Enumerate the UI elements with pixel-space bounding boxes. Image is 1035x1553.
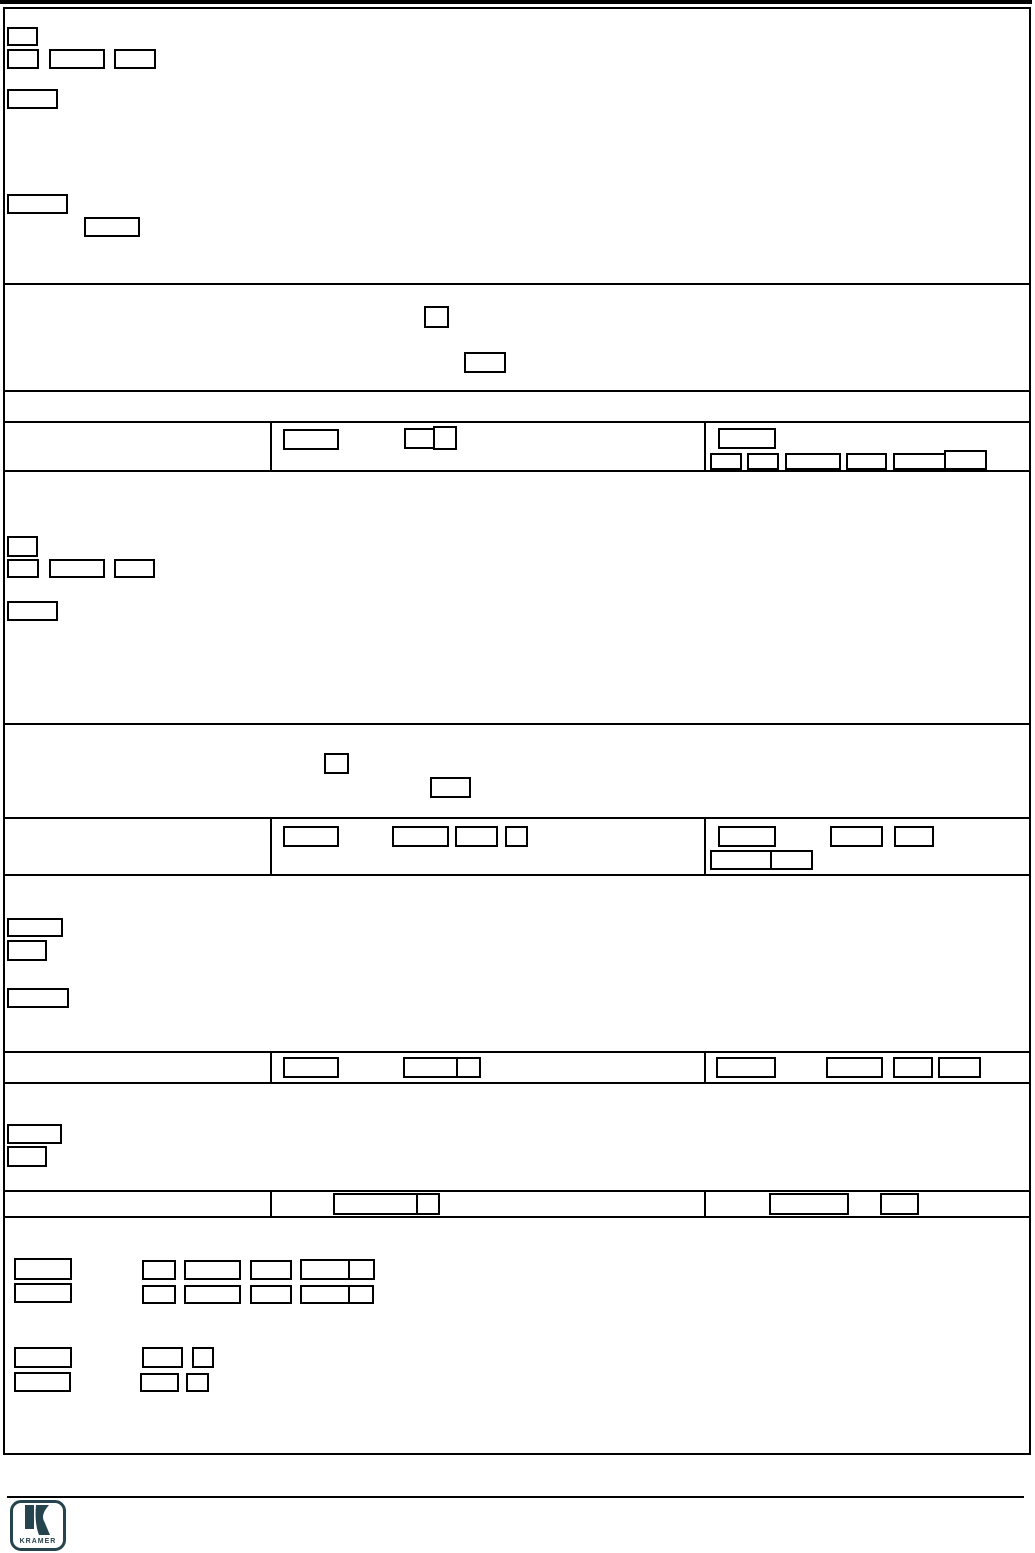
field-box <box>7 1146 47 1167</box>
section-divider <box>3 1082 1031 1084</box>
field-box <box>893 1057 933 1078</box>
field-box <box>7 940 47 961</box>
field-box <box>7 27 38 46</box>
field-box <box>184 1285 241 1304</box>
field-box <box>142 1260 176 1280</box>
field-box <box>770 850 813 870</box>
section-divider <box>3 390 1031 392</box>
field-box <box>49 49 105 69</box>
field-box <box>505 826 528 847</box>
field-box <box>7 194 68 214</box>
field-box <box>7 601 58 621</box>
field-box <box>747 453 779 470</box>
column-divider <box>704 1051 706 1082</box>
field-box <box>49 559 105 578</box>
field-box <box>114 49 156 69</box>
field-box <box>938 1057 981 1078</box>
field-box <box>333 1193 418 1215</box>
field-box <box>404 428 435 449</box>
field-box <box>893 453 946 470</box>
field-box <box>348 1259 375 1280</box>
field-box <box>424 306 449 328</box>
field-box <box>14 1372 71 1392</box>
field-box <box>184 1260 241 1280</box>
field-box <box>192 1347 214 1368</box>
column-divider <box>270 1051 272 1082</box>
column-divider <box>704 421 706 470</box>
section-divider <box>3 470 1031 472</box>
section-divider <box>3 817 1031 819</box>
field-box <box>416 1193 440 1215</box>
kramer-logo-text: KRAMER <box>19 1538 57 1545</box>
field-box <box>7 1124 62 1144</box>
field-box <box>7 89 58 109</box>
field-box <box>880 1193 919 1215</box>
column-divider <box>704 1190 706 1216</box>
field-box <box>433 426 457 450</box>
field-box <box>142 1285 176 1304</box>
field-box <box>250 1285 292 1304</box>
field-box <box>894 826 934 847</box>
field-box <box>7 49 39 69</box>
section-divider <box>3 1216 1031 1218</box>
field-box <box>944 450 987 470</box>
top-rule <box>0 0 1032 4</box>
field-box <box>324 753 349 774</box>
section-divider <box>3 283 1031 285</box>
field-box <box>283 429 339 450</box>
field-box <box>456 1057 481 1078</box>
field-box <box>300 1259 350 1280</box>
field-box <box>830 826 883 847</box>
footer-rule <box>7 1496 1024 1498</box>
field-box <box>430 777 471 798</box>
field-box <box>392 826 449 847</box>
column-divider <box>270 1190 272 1216</box>
field-box <box>846 453 887 470</box>
field-box <box>348 1285 374 1304</box>
field-box <box>455 826 498 847</box>
field-box <box>14 1347 72 1368</box>
field-box <box>84 217 140 237</box>
field-box <box>710 453 742 470</box>
field-box <box>7 988 69 1008</box>
section-divider <box>3 1051 1031 1053</box>
field-box <box>283 826 339 847</box>
column-divider <box>270 817 272 874</box>
column-divider <box>704 817 706 874</box>
field-box <box>710 850 772 870</box>
section-divider <box>3 874 1031 876</box>
section-divider <box>3 421 1031 423</box>
field-box <box>464 352 506 373</box>
section-divider <box>3 723 1031 725</box>
field-box <box>14 1283 72 1303</box>
kramer-logo-icon: KRAMER <box>10 1500 66 1551</box>
table-frame <box>3 7 1031 1455</box>
field-box <box>785 453 841 470</box>
field-box <box>7 918 63 937</box>
column-divider <box>270 421 272 470</box>
field-box <box>403 1057 458 1078</box>
field-box <box>114 559 155 578</box>
section-divider <box>3 1190 1031 1192</box>
field-box <box>769 1193 849 1215</box>
field-box <box>250 1260 292 1280</box>
field-box <box>14 1258 72 1280</box>
field-box <box>716 1057 776 1078</box>
field-box <box>718 826 776 847</box>
field-box <box>7 559 39 578</box>
field-box <box>826 1057 883 1078</box>
field-box <box>186 1373 209 1392</box>
field-box <box>300 1285 350 1304</box>
field-box <box>140 1373 179 1392</box>
field-box <box>7 536 38 557</box>
kramer-k-glyph-icon <box>13 1503 63 1537</box>
field-box <box>142 1347 183 1368</box>
field-box <box>283 1057 339 1078</box>
field-box <box>718 428 776 449</box>
